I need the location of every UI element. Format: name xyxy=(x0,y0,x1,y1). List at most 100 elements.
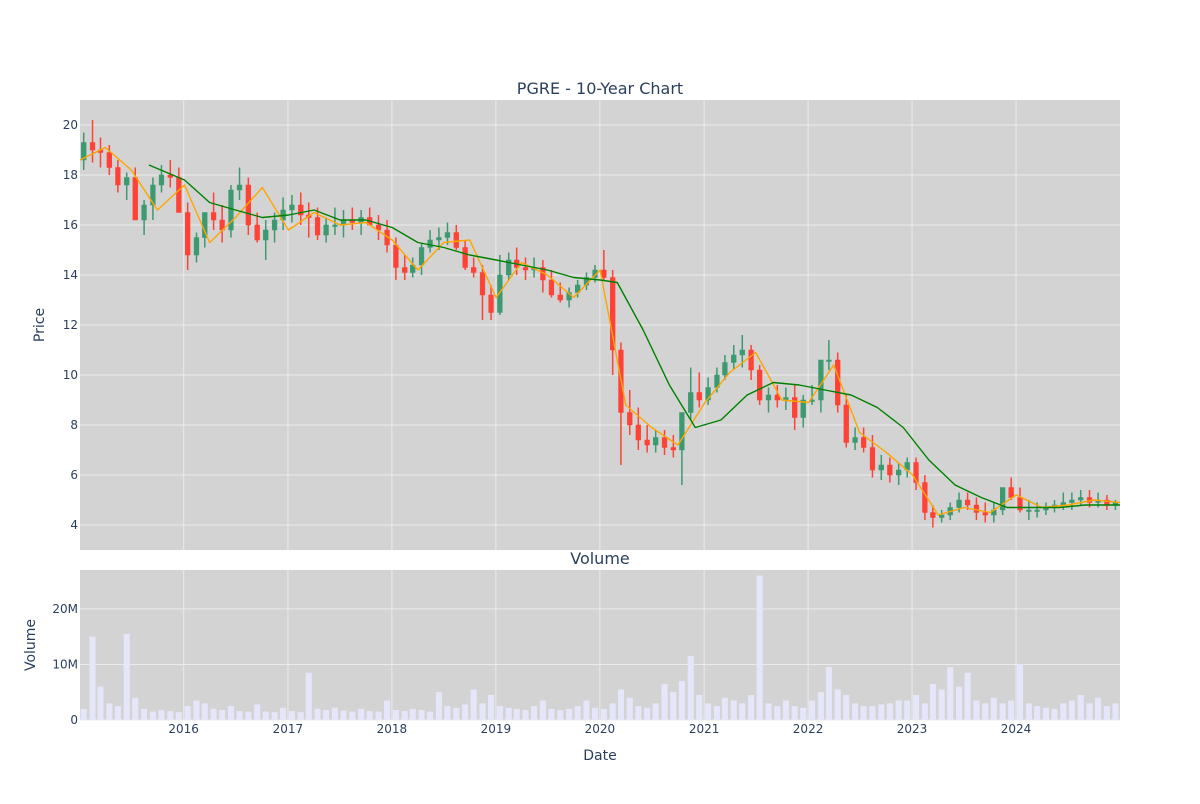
volume-bar xyxy=(89,636,96,720)
long-moving-average-line xyxy=(148,164,1120,509)
price-y-tick-label: 14 xyxy=(63,268,78,282)
volume-bar xyxy=(358,708,365,720)
volume-bar xyxy=(652,703,659,720)
candle-body xyxy=(314,217,321,236)
price-y-tick-label: 16 xyxy=(63,218,78,232)
volume-bar xyxy=(921,703,928,720)
volume-bar xyxy=(435,692,442,720)
candle-body xyxy=(860,437,867,448)
volume-bar xyxy=(297,712,304,720)
short-moving-average-line xyxy=(79,146,1121,516)
candle-body xyxy=(323,224,329,236)
price-y-tick-label: 10 xyxy=(63,368,78,382)
price-y-tick-labels: 4 6 8 10 12 14 16 18 20 xyxy=(63,118,78,532)
candle-body xyxy=(939,514,945,518)
candle-body xyxy=(731,354,737,363)
volume-y-tick-labels: 0 10M 20M xyxy=(52,602,78,727)
volume-bar xyxy=(1103,706,1110,720)
volume-bar xyxy=(913,695,920,720)
candle-body xyxy=(402,267,408,273)
price-y-tick-label: 4 xyxy=(70,518,78,532)
candle-body xyxy=(158,174,165,186)
candle-body xyxy=(254,224,260,241)
volume-bar xyxy=(193,700,200,720)
volume-bar xyxy=(999,703,1006,720)
candle-body xyxy=(679,412,685,451)
volume-bar xyxy=(748,695,755,720)
volume-y-tick-label: 10M xyxy=(52,657,78,671)
candle-body xyxy=(298,204,304,216)
candle-body xyxy=(601,269,607,278)
candle-body xyxy=(271,219,278,231)
volume-bar xyxy=(705,703,712,720)
volume-bar xyxy=(825,667,832,720)
candle-body xyxy=(418,247,425,266)
volume-bar xyxy=(184,706,191,720)
volume-bar xyxy=(635,706,642,720)
candle-body xyxy=(522,267,529,271)
candle-body xyxy=(263,229,269,241)
volume-bar xyxy=(1042,707,1049,720)
candle-body xyxy=(722,362,728,376)
volume-bar xyxy=(444,706,451,720)
volume-bar xyxy=(201,703,208,720)
volume-bar xyxy=(644,707,651,720)
volume-bar xyxy=(869,706,876,720)
volume-bar xyxy=(696,695,703,720)
volume-bar xyxy=(1095,697,1102,720)
price-y-tick-label: 20 xyxy=(63,118,78,132)
volume-bar xyxy=(80,708,87,720)
volume-bar xyxy=(158,710,165,720)
volume-bar xyxy=(236,711,243,720)
volume-bar xyxy=(739,703,746,720)
volume-bar xyxy=(1016,664,1024,720)
volume-bar xyxy=(418,710,425,720)
volume-bar xyxy=(1051,708,1058,720)
volume-bar xyxy=(765,703,772,720)
candle-body xyxy=(973,504,980,513)
volume-bar xyxy=(626,697,633,720)
candle-body xyxy=(193,237,200,256)
candle-body xyxy=(506,259,512,276)
volume-bar xyxy=(721,697,728,720)
volume-bar xyxy=(878,704,885,720)
candle-body xyxy=(548,279,555,296)
volume-bar xyxy=(114,706,121,720)
candle-body xyxy=(748,349,754,371)
price-vertical-grid xyxy=(183,100,1017,550)
price-chart-title: PGRE - 10-Year Chart xyxy=(517,79,683,98)
volume-bar xyxy=(227,706,235,720)
volume-bar xyxy=(409,708,416,720)
candle-body xyxy=(878,464,884,471)
volume-bar xyxy=(175,712,182,720)
x-tick-label: 2023 xyxy=(897,722,928,736)
volume-bar xyxy=(245,711,252,720)
volume-bar xyxy=(323,710,330,720)
candle-body xyxy=(132,177,138,221)
x-tick-label: 2017 xyxy=(273,722,304,736)
price-y-tick-label: 18 xyxy=(63,168,78,182)
volume-bar xyxy=(661,683,668,720)
candle-body xyxy=(124,177,130,186)
price-moving-averages xyxy=(79,146,1121,516)
volume-bar xyxy=(349,711,356,720)
candle-body xyxy=(653,437,659,446)
volume-bar xyxy=(687,656,694,720)
candle-body xyxy=(150,184,156,206)
candle-body xyxy=(964,499,971,506)
candle-body xyxy=(471,267,477,273)
candle-body xyxy=(453,232,459,248)
candle-body xyxy=(557,294,563,301)
candle-body xyxy=(696,392,702,401)
candle-body xyxy=(436,237,442,241)
candle-body xyxy=(375,224,382,231)
candle-body xyxy=(479,272,486,296)
volume-bar xyxy=(938,689,945,720)
volume-bar xyxy=(800,707,807,720)
volume-bar xyxy=(904,700,911,720)
volume-bar xyxy=(314,708,321,720)
volume-bar xyxy=(392,710,399,720)
volume-bar xyxy=(210,708,217,720)
volume-bar xyxy=(479,703,486,720)
